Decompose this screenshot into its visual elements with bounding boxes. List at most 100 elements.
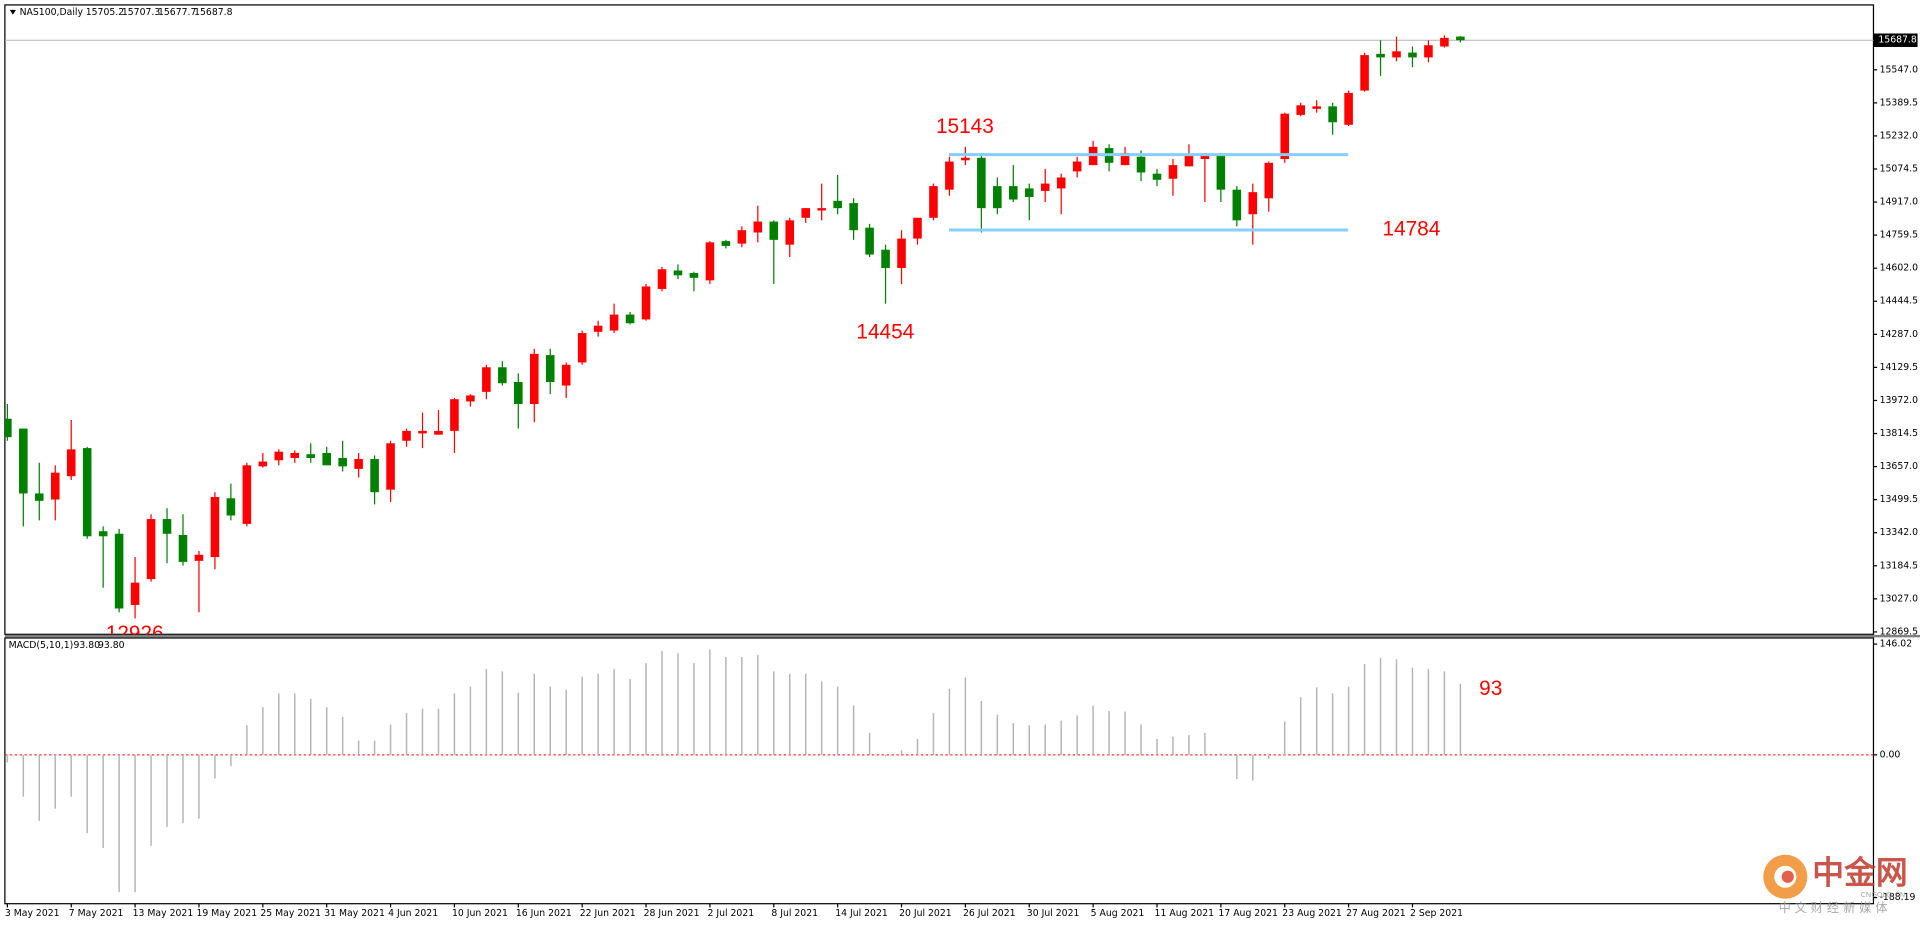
- candle-body: [1344, 92, 1353, 125]
- candle-body: [274, 451, 284, 461]
- candle-body: [881, 249, 890, 268]
- candle-body: [785, 220, 795, 245]
- y-tick-label: 146.02: [1880, 639, 1913, 650]
- y-tick-label: 14444.5: [1880, 296, 1919, 307]
- chart-title: NAS100,Daily: [20, 7, 84, 18]
- candle-body: [402, 430, 411, 441]
- candle-body: [1424, 45, 1433, 58]
- x-tick-label: 25 May 2021: [260, 908, 321, 919]
- x-tick-label: 4 Jun 2021: [388, 908, 438, 919]
- watermark-logo: 中金网: [1812, 853, 1908, 891]
- candle-body: [66, 449, 76, 477]
- y-tick-label: 13499.5: [1880, 494, 1919, 505]
- macd-annotation: 93: [1479, 677, 1502, 700]
- candle-body: [146, 519, 156, 580]
- candle-body: [657, 269, 667, 289]
- candle-body: [514, 381, 523, 405]
- candle-body: [897, 238, 906, 268]
- y-tick-label: 14287.0: [1880, 329, 1919, 340]
- candle-body: [1264, 162, 1274, 199]
- x-tick-label: 3 May 2021: [5, 908, 60, 919]
- y-tick-label: 13027.0: [1880, 593, 1919, 604]
- level-label: 15143: [936, 115, 994, 138]
- candle-body: [1360, 55, 1369, 91]
- price-plot: 15143 14784 14454 12926: [4, 35, 1874, 645]
- candle-body: [1009, 186, 1018, 200]
- x-tick-label: 5 Aug 2021: [1091, 908, 1145, 919]
- candle-body: [34, 493, 44, 501]
- watermark-slogan: 中 文 财 经 新 媒 体: [1779, 900, 1888, 915]
- x-tick-label: 2 Jul 2021: [707, 908, 754, 919]
- candle-body: [130, 582, 140, 605]
- candle-body: [737, 230, 747, 244]
- x-tick-label: 10 Jun 2021: [452, 908, 508, 919]
- candle-body: [561, 364, 571, 386]
- candle-body: [1280, 113, 1290, 160]
- candle-body: [1168, 165, 1178, 179]
- y-tick-label: 13814.5: [1880, 428, 1919, 439]
- x-tick-label: 14 Jul 2021: [835, 908, 888, 919]
- candle-body: [609, 314, 619, 331]
- candle-body: [434, 430, 443, 435]
- candle-body: [1408, 52, 1417, 58]
- candle-body: [1200, 154, 1210, 160]
- candle-body: [98, 531, 108, 537]
- x-tick-label: 2 Sep 2021: [1410, 908, 1463, 919]
- candle-body: [162, 519, 172, 534]
- candle-body: [977, 157, 986, 209]
- y-tick-label: 15389.5: [1880, 97, 1919, 108]
- price-annotation: 12926: [106, 622, 164, 645]
- x-tick-label: 19 May 2021: [197, 908, 258, 919]
- candle-body: [1312, 106, 1321, 109]
- macd-plot: 93: [4, 649, 1874, 893]
- ohlc-value: 15707.3: [122, 7, 161, 18]
- current-price-label: 15687.8: [1878, 35, 1917, 46]
- candle-body: [4, 418, 12, 438]
- candle-body: [801, 208, 810, 218]
- y-tick-label: 0.00: [1880, 749, 1901, 760]
- current-price-tag: [1873, 33, 1918, 47]
- candle-body: [1440, 37, 1449, 47]
- x-tick-label: 20 Jul 2021: [899, 908, 952, 919]
- x-tick-label: 28 Jun 2021: [644, 908, 700, 919]
- y-tick-label: 13342.0: [1880, 527, 1919, 538]
- candle-body: [1120, 152, 1130, 166]
- candle-body: [482, 367, 491, 392]
- candle-body: [945, 161, 954, 190]
- axes: 15547.0 15389.5 15232.0 15074.5 14917.0 14759…: [5, 7, 1918, 919]
- y-tick-label: 14129.5: [1880, 362, 1919, 373]
- candle-body: [306, 454, 316, 458]
- level-label: 14784: [1382, 217, 1440, 240]
- candle-body: [1456, 36, 1465, 41]
- watermark-domain: CNGOLD.CN: [1861, 890, 1906, 899]
- x-tick-label: 22 Jun 2021: [580, 908, 636, 919]
- candle-body: [1392, 51, 1401, 58]
- y-tick-label: 13657.0: [1880, 461, 1919, 472]
- candle-body: [1136, 156, 1146, 173]
- candle-body: [529, 353, 539, 405]
- y-tick-label: 12869.5: [1880, 626, 1919, 637]
- candle-body: [354, 459, 363, 469]
- candle-body: [1024, 188, 1034, 198]
- candle-body: [450, 399, 459, 431]
- candle-body: [705, 242, 715, 281]
- candle-body: [817, 208, 826, 211]
- candle-body: [82, 448, 92, 537]
- candle-body: [1152, 173, 1162, 180]
- candle-body: [1376, 53, 1385, 58]
- y-tick-label: -188.19: [1880, 892, 1916, 903]
- candle-body: [370, 459, 379, 493]
- x-tick-label: 30 Jul 2021: [1027, 908, 1080, 919]
- y-tick-label: 13184.5: [1880, 560, 1919, 571]
- candle-body: [210, 497, 220, 558]
- indicator-value: 93.80: [73, 640, 100, 651]
- candle-body: [1232, 189, 1242, 221]
- x-tick-label: 11 Aug 2021: [1155, 908, 1215, 919]
- candle-body: [194, 554, 204, 561]
- candle-body: [1056, 177, 1066, 189]
- candle-body: [338, 457, 347, 467]
- y-tick-label: 14917.0: [1880, 197, 1919, 208]
- candle-body: [721, 241, 731, 246]
